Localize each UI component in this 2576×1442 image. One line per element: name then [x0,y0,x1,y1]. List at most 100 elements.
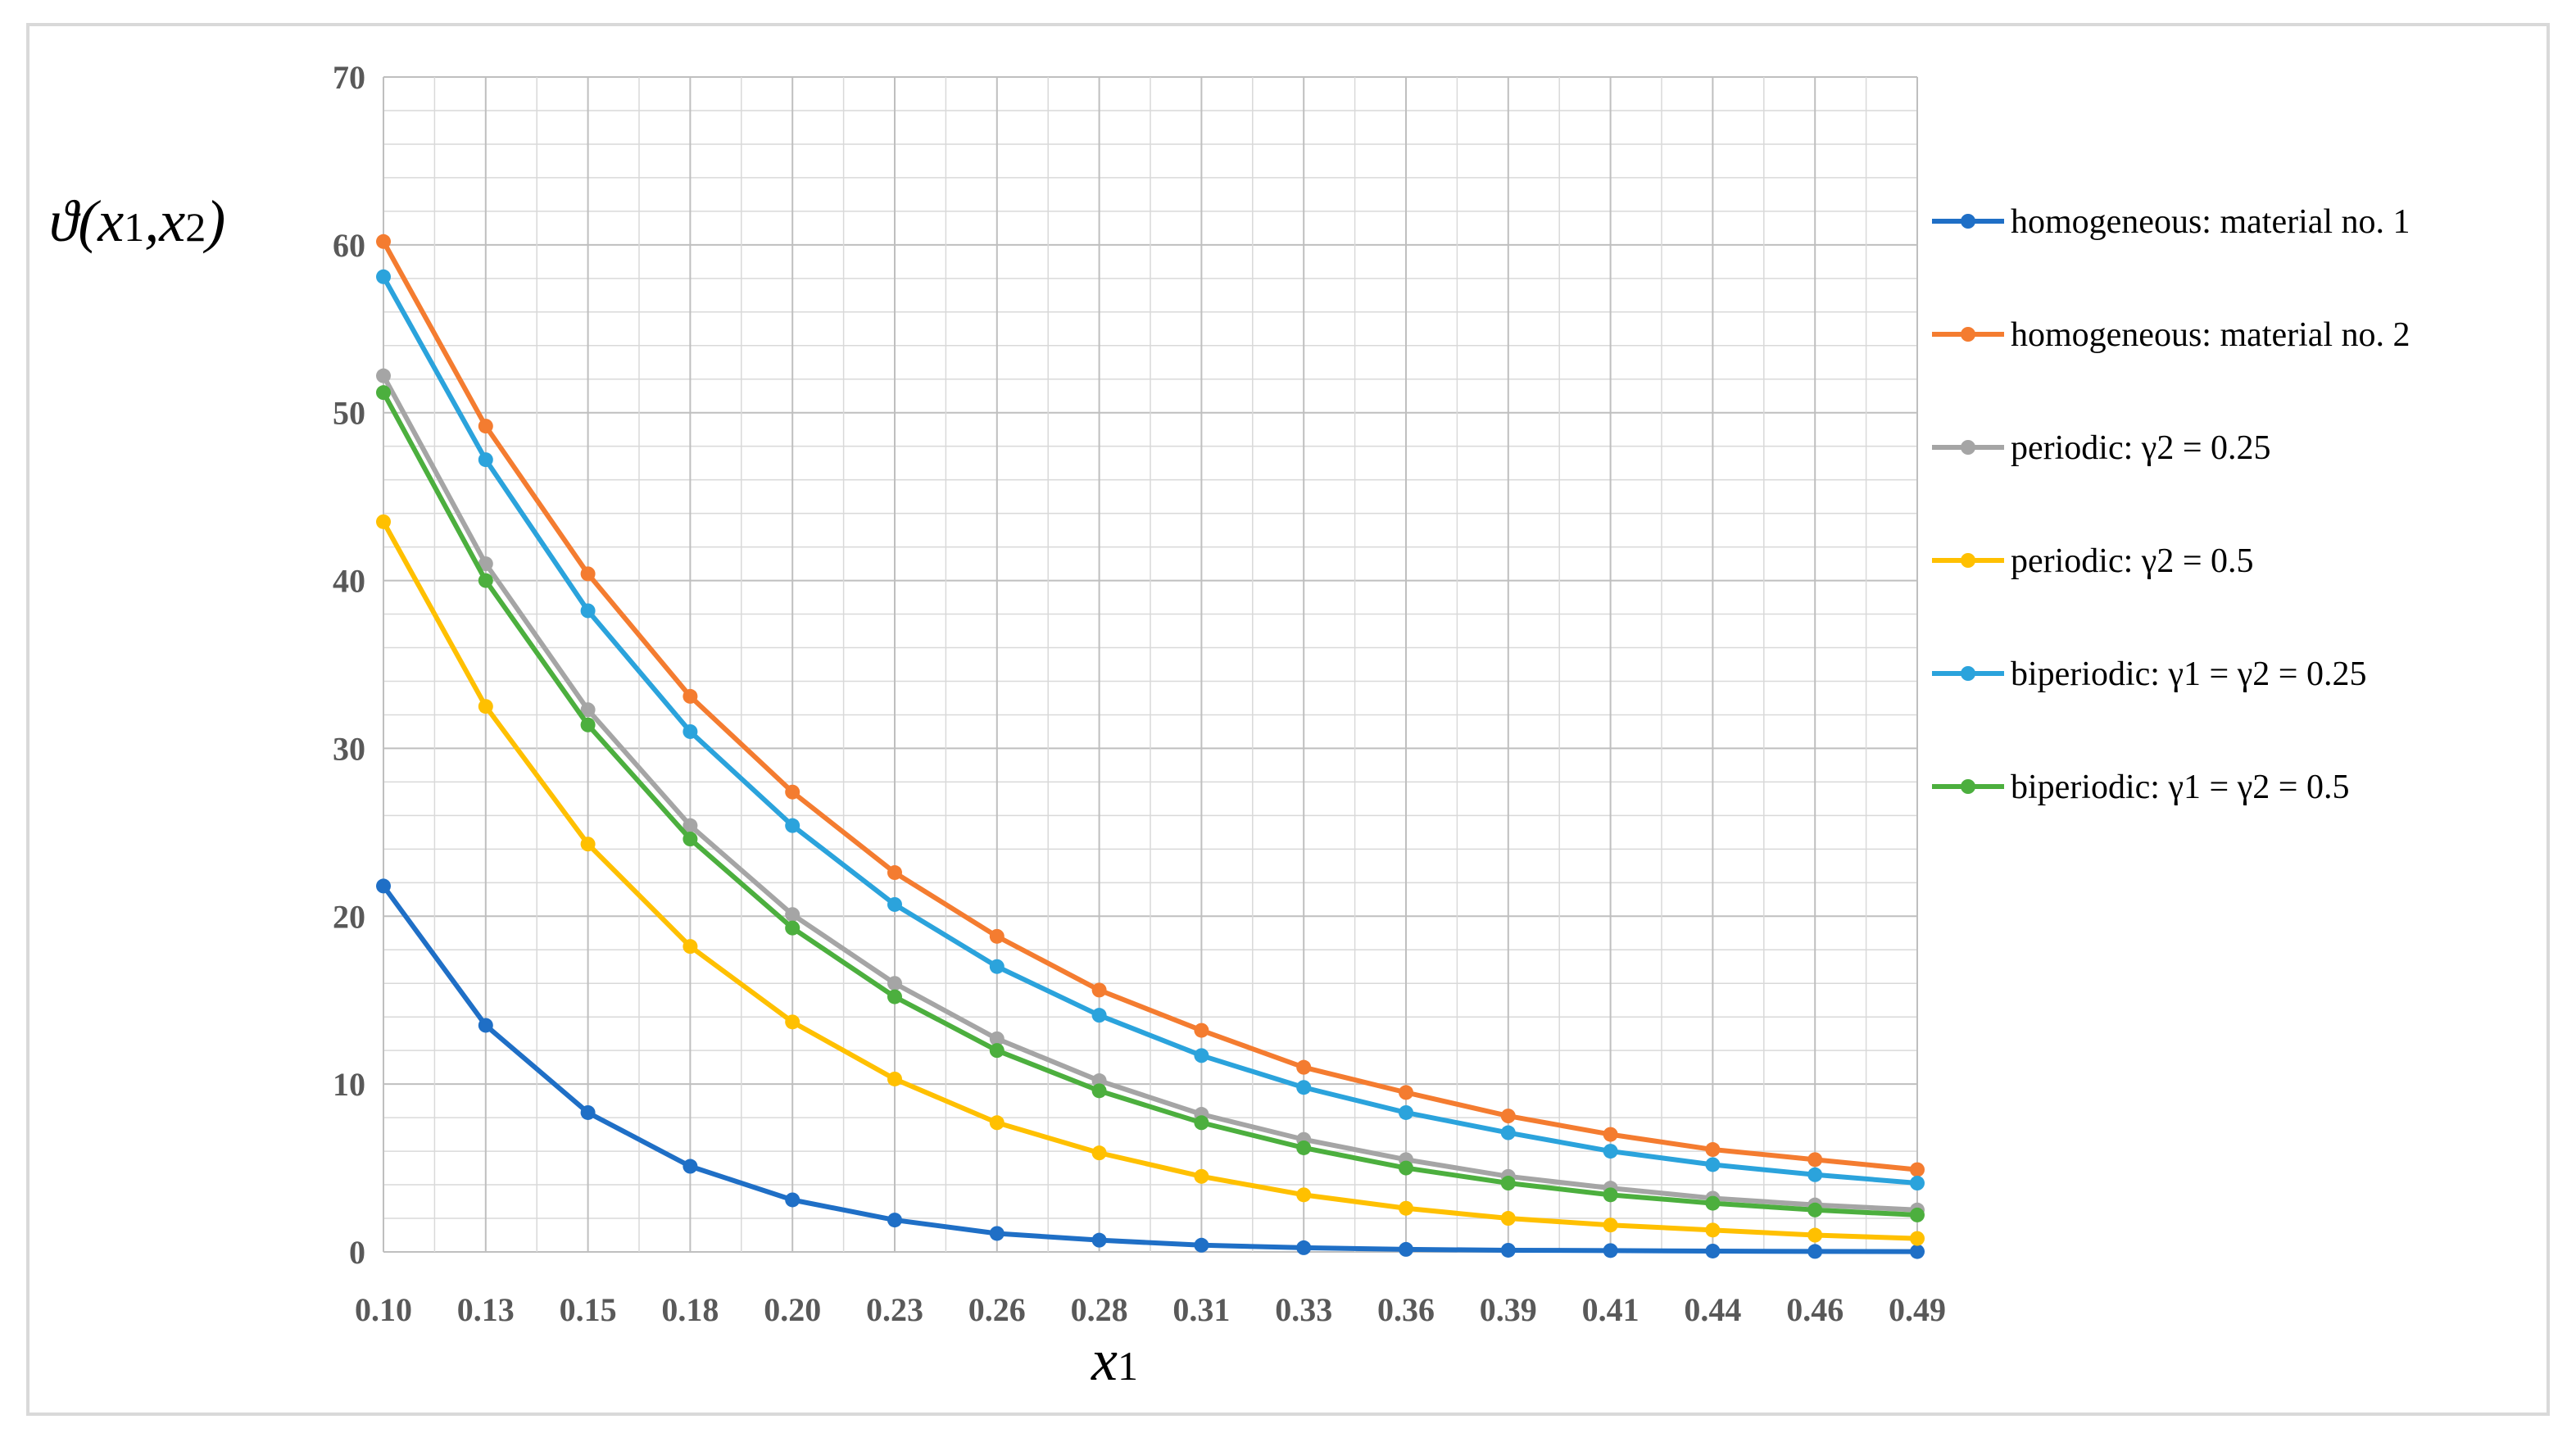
data-point [1194,1115,1209,1131]
data-point [1091,1083,1107,1099]
data-point [1910,1207,1925,1222]
data-point [785,818,800,833]
data-point [478,556,493,572]
data-point [580,837,596,852]
data-point [1910,1244,1925,1259]
legend-item-1: homogeneous: material no. 1 [1932,203,2410,241]
series-line [381,883,1920,1254]
data-point [1296,1059,1312,1075]
data-point [1296,1240,1312,1255]
data-point [1603,1144,1618,1159]
data-point [887,896,902,912]
data-point [989,1226,1005,1241]
data-point [989,928,1005,944]
data-point [1807,1167,1823,1182]
data-point [1399,1085,1413,1100]
data-point [1500,1109,1516,1124]
data-point [887,1071,902,1086]
data-point [1194,1048,1209,1063]
data-point [887,989,902,1004]
series-line [381,274,1920,1186]
data-point [1910,1162,1925,1177]
y-tick-label: 0 [349,1234,365,1271]
x-tick-label: 0.26 [968,1291,1026,1328]
data-point [1603,1243,1618,1258]
legend-swatch-marker [1961,666,1975,681]
legend: homogeneous: material no. 1 homogeneous: … [1932,203,2410,806]
legend-label: biperiodic: γ1 = γ2 = 0.5 [2011,769,2349,806]
data-point [1807,1244,1823,1259]
data-point [683,818,698,833]
series-line [381,373,1920,1213]
legend-item-6: biperiodic: γ1 = γ2 = 0.5 [1932,769,2349,806]
y-tick-label: 60 [333,227,365,264]
chart-frame: 0 10 20 30 40 50 60 70 0.10 0.13 0.15 0.18 0.20 0.23… [26,23,2550,1416]
series-line [381,519,1920,1241]
data-point [1705,1195,1721,1211]
legend-item-5: biperiodic: γ1 = γ2 = 0.25 [1932,655,2366,693]
data-point [887,865,902,881]
data-point [1705,1142,1721,1158]
data-point [683,723,698,739]
y-axis-title: ϑ(x1,x2) [49,188,225,254]
data-point [376,269,391,284]
series-2 [376,234,1925,1177]
data-point [1296,1140,1312,1155]
y-tick-label: 10 [333,1066,365,1103]
x-axis-title-text: x1 [1091,1327,1138,1393]
data-point [683,939,698,955]
x-tick-label: 0.20 [764,1291,821,1328]
x-tick-label: 0.46 [1786,1291,1844,1328]
data-point [887,1213,902,1228]
data-point [785,1014,800,1030]
data-point [580,702,596,718]
data-point [1399,1200,1413,1216]
grid [383,76,1918,1253]
legend-label: homogeneous: material no. 2 [2011,316,2410,354]
data-point [376,878,391,894]
line-chart: 0 10 20 30 40 50 60 70 0.10 0.13 0.15 0.18 0.20 0.23… [49,59,2410,1393]
legend-item-4: periodic: γ2 = 0.5 [1932,542,2254,580]
data-point [580,717,596,732]
legend-label: biperiodic: γ1 = γ2 = 0.25 [2011,655,2366,693]
data-point [989,1115,1005,1131]
data-point [580,1104,596,1120]
y-tick-label: 40 [333,563,365,600]
x-tick-label: 0.44 [1684,1291,1741,1328]
legend-swatch-marker [1961,214,1975,229]
series-line [381,390,1920,1218]
legend-label: periodic: γ2 = 0.5 [2011,542,2254,580]
y-tick-label: 30 [333,730,365,767]
data-point [1399,1241,1413,1257]
data-point [1091,1232,1107,1248]
data-point [1705,1222,1721,1238]
data-point [1399,1104,1413,1120]
y-tick-label: 70 [333,59,365,96]
x-axis-title: x1 [1091,1327,1138,1393]
data-point [1194,1237,1209,1253]
data-point [478,452,493,468]
x-tick-label: 0.28 [1071,1291,1128,1328]
data-point [785,920,800,936]
series-line [381,238,1920,1172]
series-6 [376,385,1925,1222]
data-point [785,907,800,923]
legend-item-3: periodic: γ2 = 0.25 [1932,429,2271,467]
data-point [1091,982,1107,998]
x-tick-label: 0.13 [457,1291,515,1328]
data-point [478,1018,493,1033]
data-point [1194,1023,1209,1038]
data-point [683,832,698,847]
x-tick-label: 0.10 [355,1291,412,1328]
data-point [683,688,698,704]
series-1 [376,878,1925,1259]
data-point [887,976,902,991]
data-point [1500,1176,1516,1191]
data-point [1807,1227,1823,1243]
data-point [683,1159,698,1174]
data-point [1603,1218,1618,1233]
series-5 [376,269,1925,1191]
y-axis-ticks: 0 10 20 30 40 50 60 70 [333,59,365,1271]
legend-swatch-marker [1961,779,1975,794]
data-point [1807,1152,1823,1168]
